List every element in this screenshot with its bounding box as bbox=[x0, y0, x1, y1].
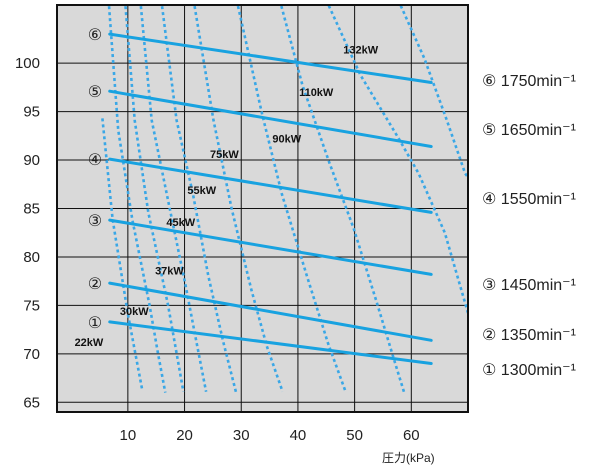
power-label-8: 132kW bbox=[343, 44, 378, 56]
series-marker-4: ④ bbox=[88, 152, 102, 169]
legend-entry-2: ② 1350min⁻¹ bbox=[482, 327, 576, 344]
series-line-1 bbox=[108, 320, 433, 365]
series-markers: ① ② ③ ④ ⑤ ⑥ bbox=[88, 27, 102, 332]
power-label-6: 90kW bbox=[272, 134, 301, 146]
series-marker-3: ③ bbox=[88, 213, 102, 230]
y-tick-label: 70 bbox=[23, 346, 40, 363]
plot-frame bbox=[56, 4, 469, 413]
y-tick-label: 100 bbox=[15, 55, 40, 72]
y-tick-label: 90 bbox=[23, 152, 40, 169]
series-line-5 bbox=[108, 89, 433, 148]
legend: ① 1300min⁻¹ ② 1350min⁻¹ ③ 1450min⁻¹ ④ 1550m… bbox=[482, 73, 576, 379]
speed-series bbox=[108, 32, 433, 365]
power-curve-0 bbox=[101, 118, 144, 389]
power-label-5: 75kW bbox=[210, 149, 239, 161]
power-curve-1 bbox=[107, 5, 167, 393]
y-tick-label: 65 bbox=[23, 394, 40, 411]
y-tick-label: 75 bbox=[23, 297, 40, 314]
power-label-4: 55kW bbox=[187, 185, 216, 197]
x-tick-label: 30 bbox=[233, 427, 250, 444]
power-curve-6 bbox=[236, 5, 347, 393]
y-axis-ticks: 65 70 75 80 85 90 95 100 bbox=[15, 55, 40, 411]
x-tick-label: 10 bbox=[120, 427, 137, 444]
x-axis-label: 圧力(kPa) bbox=[382, 451, 435, 465]
y-tick-label: 95 bbox=[23, 104, 40, 121]
power-label-2: 37kW bbox=[155, 265, 184, 277]
y-tick-label: 85 bbox=[23, 201, 40, 218]
power-label-0: 22kW bbox=[75, 337, 104, 349]
series-line-2 bbox=[108, 281, 433, 342]
series-marker-6: ⑥ bbox=[88, 27, 102, 44]
power-label-1: 30kW bbox=[120, 306, 149, 318]
power-curve-5 bbox=[193, 5, 284, 393]
x-tick-label: 20 bbox=[176, 427, 193, 444]
legend-entry-6: ⑥ 1750min⁻¹ bbox=[482, 73, 576, 90]
legend-entry-3: ③ 1450min⁻¹ bbox=[482, 277, 576, 294]
x-axis-ticks: 10 20 30 40 50 60 bbox=[120, 427, 420, 444]
power-curve-2 bbox=[124, 5, 185, 392]
legend-entry-4: ④ 1550min⁻¹ bbox=[482, 191, 576, 208]
series-line-4 bbox=[108, 157, 433, 214]
series-marker-1: ① bbox=[88, 315, 102, 332]
legend-entry-1: ① 1300min⁻¹ bbox=[482, 362, 576, 379]
x-tick-label: 50 bbox=[346, 427, 363, 444]
series-marker-5: ⑤ bbox=[88, 84, 102, 101]
power-curve-3 bbox=[139, 5, 208, 392]
power-curve-4 bbox=[160, 5, 238, 393]
x-tick-label: 40 bbox=[290, 427, 307, 444]
x-tick-label: 60 bbox=[403, 427, 420, 444]
series-marker-2: ② bbox=[88, 276, 102, 293]
y-tick-label: 80 bbox=[23, 249, 40, 266]
power-labels: 22kW 30kW 37kW 45kW 55kW 75kW 90kW 110kW 132kW bbox=[75, 44, 379, 349]
series-line-6 bbox=[108, 32, 433, 84]
power-label-7: 110kW bbox=[299, 87, 334, 99]
power-curve-9 bbox=[399, 5, 468, 180]
series-line-3 bbox=[108, 218, 433, 276]
legend-entry-5: ⑤ 1650min⁻¹ bbox=[482, 122, 576, 139]
power-label-3: 45kW bbox=[166, 217, 195, 229]
power-curves bbox=[101, 5, 468, 393]
